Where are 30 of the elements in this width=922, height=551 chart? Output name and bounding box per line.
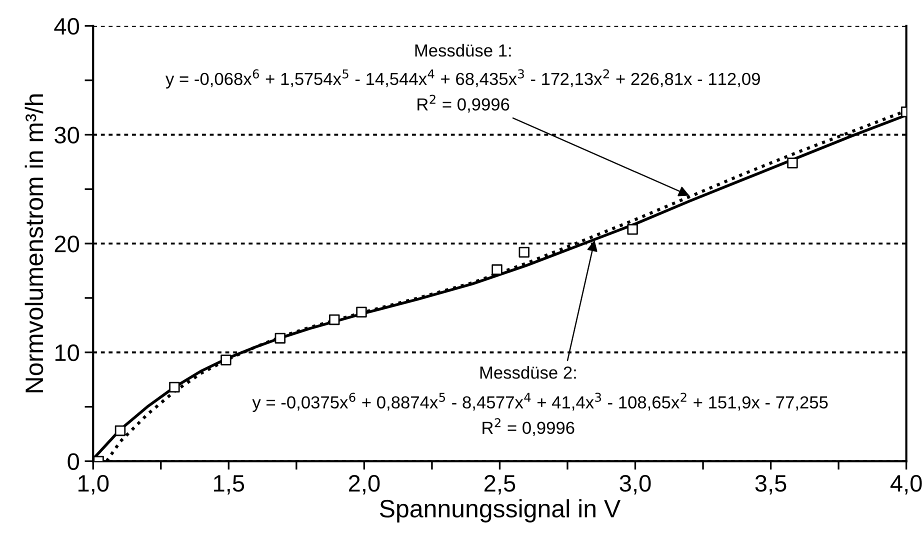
point: [518, 246, 530, 258]
point: [169, 382, 180, 393]
point: [114, 425, 126, 436]
y-axis-title: Normvolumenstrom in m³/h: [24, 94, 44, 392]
point: [627, 224, 638, 235]
point: [274, 332, 286, 344]
annotation: Messdüse 1:: [415, 44, 511, 57]
y-tick-label: 30: [54, 126, 80, 144]
x-tick-label: 3,0: [620, 475, 651, 495]
y-tick-label: 20: [54, 236, 80, 252]
x-tick-label: 3,5: [755, 475, 786, 495]
text: y = -0,0375x$^{6}$ + 0,8874x$^{5}$ - 8,4577x$^{4}$ + 41,4x$^{3}$ - 108,65x$^{2}$ + 151,9x - 77,255: [252, 392, 828, 412]
x-axis-title: Spannungssignal in V: [380, 499, 621, 522]
point: [356, 306, 367, 318]
annotation: Messdüse 2:: [480, 366, 576, 379]
point: [220, 354, 232, 366]
annotation: R$^{2}$ = 0,9996: [482, 418, 574, 436]
y-tick-label: 40: [54, 18, 80, 35]
y-tick-label: 0: [68, 453, 80, 470]
x-tick-label: 4,0: [890, 475, 922, 495]
x-tick-label: 1,0: [78, 475, 109, 495]
x-tick-label: 1,5: [214, 475, 244, 495]
x-tick-label: 2,0: [348, 475, 380, 495]
point: [492, 264, 502, 276]
x-tick-label: 2,5: [484, 475, 516, 495]
text: y = -0,068x$^{6}$ + 1,5754x$^{5}$ - 14,544x$^{4}$ + 68,435x$^{3}$ - 172,13x$^{2}$ + 226,81x - 112,09: [166, 69, 760, 89]
point: [787, 158, 798, 168]
y-tick-label: 10: [55, 344, 80, 362]
point: [329, 314, 340, 326]
annotation: R$^{2}$ = 0,9996: [418, 94, 510, 113]
